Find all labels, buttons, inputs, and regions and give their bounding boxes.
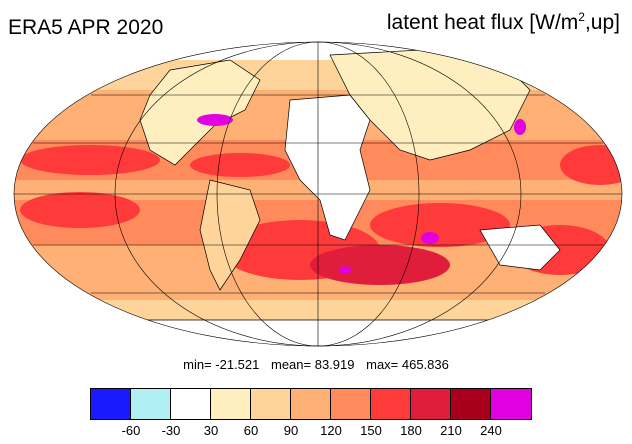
colorbar-label: -30 [161,423,181,438]
colorbar-label: 60 [243,423,259,438]
graticule [13,41,623,347]
stat-min: min= -21.521 [183,357,260,372]
colorbar-label: 120 [320,423,342,438]
colorbar-box-3 [211,389,251,419]
colorbar-box-10 [491,389,531,419]
colorbar-box-5 [291,389,331,419]
colorbar-box-8 [411,389,451,419]
variable-title-suffix: ,up] [584,11,620,34]
colorbar-box-4 [251,389,291,419]
stat-max: max= 465.836 [366,357,449,372]
colorbar-label: 150 [360,423,382,438]
stat-mean: mean= 83.919 [271,357,355,372]
colorbar-label: 240 [480,423,502,438]
stats-line: min= -21.521 mean= 83.919 max= 465.836 [0,357,632,372]
map-title: ERA5 APR 2020 [8,16,164,39]
colorbar-box-0 [91,389,131,419]
colorbar-box-2 [171,389,211,419]
colorbar-box-9 [451,389,491,419]
colorbar-box-1 [131,389,171,419]
colorbar-label: 30 [203,423,219,438]
colorbar-label: 210 [440,423,462,438]
variable-title: latent heat flux [W/m2,up] [387,10,620,35]
colorbar [90,388,532,420]
colorbar-label: 180 [400,423,422,438]
variable-title-text: latent heat flux [W/m [386,11,579,34]
variable-title-sup: 2 [578,10,585,24]
colorbar-label: -60 [121,423,141,438]
colorbar-label: 90 [283,423,299,438]
colorbar-box-7 [371,389,411,419]
colorbar-box-6 [331,389,371,419]
